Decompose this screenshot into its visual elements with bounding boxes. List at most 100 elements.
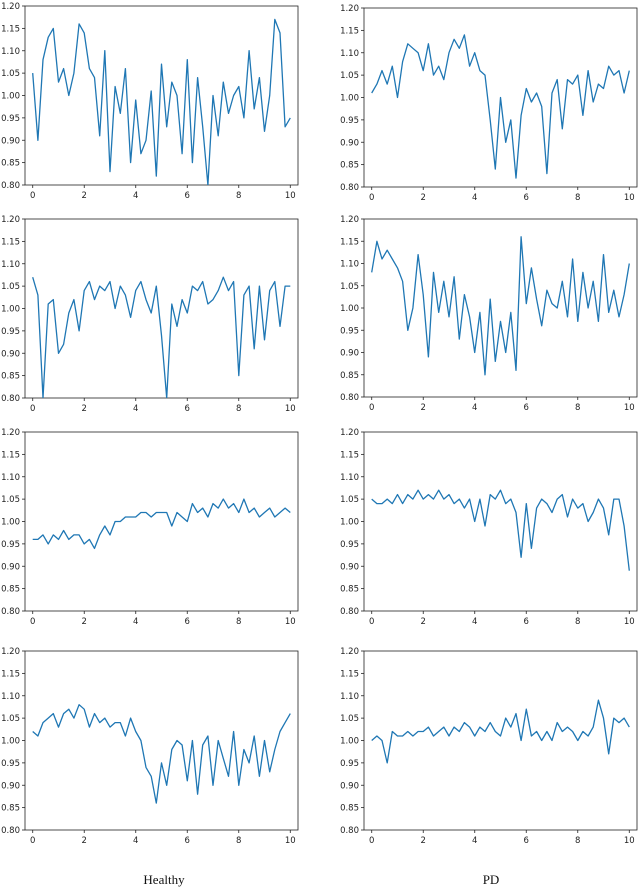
series-line bbox=[32, 704, 291, 804]
y-tick-label: 1.05 bbox=[340, 714, 359, 724]
y-tick-label: 1.10 bbox=[340, 260, 359, 270]
y-tick-label: 1.00 bbox=[1, 518, 20, 528]
y-tick-label: 1.00 bbox=[340, 304, 359, 314]
y-tick-label: 0.90 bbox=[1, 781, 20, 791]
y-tick-label: 0.95 bbox=[340, 116, 359, 126]
plot-frame bbox=[363, 650, 638, 831]
x-tick-label: 10 bbox=[285, 617, 296, 627]
x-tick-label: 6 bbox=[524, 403, 529, 413]
y-tick-label: 1.00 bbox=[340, 94, 359, 104]
plot-frame bbox=[363, 431, 638, 612]
x-tick-label: 4 bbox=[472, 193, 477, 203]
y-tick-label: 1.05 bbox=[340, 495, 359, 505]
x-tick-label: 2 bbox=[82, 191, 87, 201]
series-line bbox=[32, 498, 291, 550]
y-tick-label: 0.95 bbox=[1, 759, 20, 769]
plot-frame bbox=[24, 431, 299, 612]
y-tick-label: 1.10 bbox=[340, 49, 359, 59]
x-tick-label: 0 bbox=[30, 191, 35, 201]
chart-panel-healthy-3: 0.80 0.85 0.90 0.95 1.00 1.05 1.10 1.15 1.20 0 2 4 6… bbox=[1, 428, 299, 627]
x-tick-label: 6 bbox=[185, 836, 190, 846]
x-tick-label: 6 bbox=[524, 193, 529, 203]
y-tick-label: 0.85 bbox=[340, 585, 359, 595]
x-tick-label: 10 bbox=[285, 404, 296, 414]
x-tick-label: 6 bbox=[185, 191, 190, 201]
y-tick-label: 0.85 bbox=[340, 371, 359, 381]
x-tick-label: 6 bbox=[185, 404, 190, 414]
y-tick-label: 0.80 bbox=[340, 183, 359, 193]
x-tick-label: 0 bbox=[30, 404, 35, 414]
y-tick-label: 0.85 bbox=[1, 372, 20, 382]
y-tick-label: 1.00 bbox=[1, 92, 20, 102]
y-tick-label: 0.80 bbox=[1, 607, 20, 617]
x-tick-label: 6 bbox=[524, 617, 529, 627]
y-tick-label: 1.20 bbox=[340, 647, 359, 657]
chart-panel-pd-3: 0.80 0.85 0.90 0.95 1.00 1.05 1.10 1.15 1.20 0 2 4 6… bbox=[340, 428, 638, 627]
y-tick-label: 0.90 bbox=[340, 781, 359, 791]
y-tick-label: 0.80 bbox=[1, 394, 20, 404]
y-tick-label: 1.15 bbox=[1, 669, 20, 679]
y-tick-label: 0.90 bbox=[340, 349, 359, 359]
x-tick-label: 4 bbox=[472, 403, 477, 413]
y-tick-label: 1.05 bbox=[1, 714, 20, 724]
y-tick-label: 1.05 bbox=[1, 495, 20, 505]
x-tick-label: 10 bbox=[285, 191, 296, 201]
series-line bbox=[371, 236, 630, 376]
y-tick-label: 1.10 bbox=[340, 692, 359, 702]
y-tick-label: 0.90 bbox=[1, 349, 20, 359]
y-tick-label: 0.85 bbox=[340, 804, 359, 814]
y-tick-label: 1.00 bbox=[1, 737, 20, 747]
x-tick-label: 8 bbox=[575, 617, 580, 627]
y-tick-label: 0.80 bbox=[1, 181, 20, 191]
y-tick-label: 0.90 bbox=[340, 138, 359, 148]
y-tick-label: 1.15 bbox=[1, 24, 20, 34]
y-tick-label: 0.90 bbox=[1, 562, 20, 572]
y-tick-label: 0.80 bbox=[340, 607, 359, 617]
y-tick-label: 0.85 bbox=[340, 161, 359, 171]
y-tick-label: 1.05 bbox=[340, 71, 359, 81]
y-tick-label: 0.85 bbox=[1, 159, 20, 169]
x-tick-label: 2 bbox=[421, 617, 426, 627]
y-tick-label: 1.10 bbox=[340, 473, 359, 483]
y-tick-label: 0.80 bbox=[340, 826, 359, 836]
chart-panel-pd-2: 0.80 0.85 0.90 0.95 1.00 1.05 1.10 1.15 1.20 0 2 4 6… bbox=[340, 215, 638, 413]
y-tick-label: 1.00 bbox=[1, 305, 20, 315]
y-tick-label: 0.85 bbox=[1, 804, 20, 814]
x-tick-label: 10 bbox=[624, 193, 635, 203]
y-tick-label: 1.20 bbox=[340, 4, 359, 14]
x-tick-label: 2 bbox=[82, 404, 87, 414]
x-tick-label: 6 bbox=[524, 836, 529, 846]
y-tick-label: 1.00 bbox=[340, 518, 359, 528]
y-tick-label: 0.95 bbox=[340, 326, 359, 336]
series-line bbox=[32, 276, 291, 398]
x-tick-label: 0 bbox=[369, 193, 374, 203]
x-tick-label: 4 bbox=[472, 836, 477, 846]
x-tick-label: 0 bbox=[369, 403, 374, 413]
x-tick-label: 8 bbox=[575, 403, 580, 413]
y-tick-label: 0.95 bbox=[1, 114, 20, 124]
column-label-healthy: Healthy bbox=[143, 872, 185, 887]
y-tick-label: 1.10 bbox=[1, 692, 20, 702]
x-tick-label: 4 bbox=[133, 404, 138, 414]
y-tick-label: 0.95 bbox=[1, 540, 20, 550]
y-tick-label: 0.90 bbox=[1, 136, 20, 146]
series-line bbox=[371, 489, 630, 571]
y-tick-label: 0.90 bbox=[340, 562, 359, 572]
y-tick-label: 1.15 bbox=[340, 450, 359, 460]
series-line bbox=[371, 699, 630, 764]
y-tick-label: 1.05 bbox=[340, 282, 359, 292]
chart-panel-pd-4: 0.80 0.85 0.90 0.95 1.00 1.05 1.10 1.15 1.20 0 2 4 6… bbox=[340, 647, 638, 846]
x-tick-label: 4 bbox=[133, 836, 138, 846]
x-tick-label: 8 bbox=[236, 617, 241, 627]
x-tick-label: 6 bbox=[185, 617, 190, 627]
x-tick-label: 4 bbox=[133, 617, 138, 627]
x-tick-label: 0 bbox=[369, 617, 374, 627]
y-tick-label: 1.20 bbox=[340, 215, 359, 225]
y-tick-label: 1.15 bbox=[340, 237, 359, 247]
y-tick-label: 1.10 bbox=[1, 47, 20, 57]
plot-frame bbox=[363, 218, 638, 398]
x-tick-label: 10 bbox=[285, 836, 296, 846]
column-label-pd: PD bbox=[482, 872, 500, 887]
y-tick-label: 1.05 bbox=[1, 69, 20, 79]
x-tick-label: 8 bbox=[575, 193, 580, 203]
